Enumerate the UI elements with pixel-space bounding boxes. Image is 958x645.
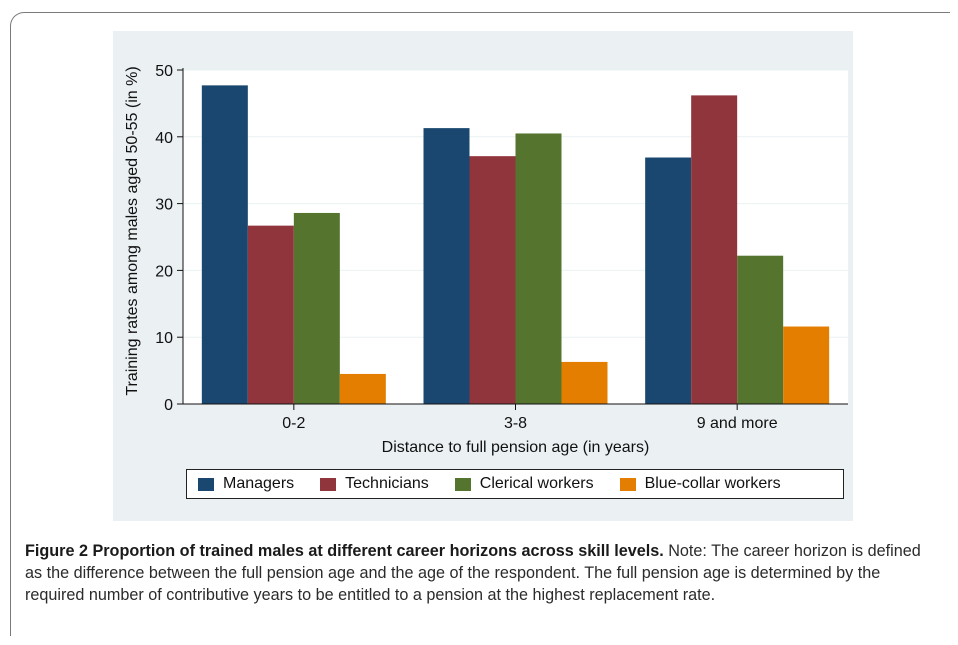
- legend-item-clerical-workers: Clerical workers: [454, 475, 594, 493]
- bar-technicians-3: [691, 95, 738, 404]
- bar-blue-collar-workers-3: [783, 326, 830, 404]
- figure-caption: Figure 2 Proportion of trained males at …: [25, 540, 935, 606]
- bar-managers-1: [201, 85, 248, 404]
- bar-technicians-1: [247, 225, 294, 404]
- y-tick-label-0: 0: [164, 397, 173, 414]
- chart-legend: Managers Technicians Clerical workers Bl…: [186, 469, 844, 499]
- legend-swatch-blue-collar-workers: [619, 477, 636, 491]
- y-tick-label-30: 30: [155, 197, 173, 214]
- legend-item-blue-collar-workers: Blue-collar workers: [619, 475, 781, 493]
- legend-label-clerical-workers: Clerical workers: [479, 475, 594, 492]
- caption-title: Figure 2 Proportion of trained males at …: [25, 542, 664, 560]
- figure-frame: [10, 12, 950, 636]
- y-tick-label-20: 20: [155, 263, 173, 280]
- y-axis-title: Training rates among males aged 50-55 (i…: [124, 66, 141, 395]
- legend-label-blue-collar-workers: Blue-collar workers: [644, 475, 781, 492]
- bar-clerical-workers-3: [737, 255, 784, 404]
- x-tick-label-3: 9 and more: [697, 415, 778, 432]
- caption-note: Note: The career horizon is defined as t…: [25, 542, 921, 604]
- bar-managers-3: [645, 157, 692, 404]
- bar-technicians-2: [469, 156, 516, 404]
- y-tick-label-50: 50: [155, 63, 173, 80]
- bar-blue-collar-workers-1: [339, 373, 386, 404]
- bar-clerical-workers-2: [515, 133, 562, 404]
- x-tick-label-2: 3-8: [504, 415, 527, 432]
- legend-label-technicians: Technicians: [345, 475, 429, 492]
- bar-managers-2: [423, 128, 470, 404]
- bar-clerical-workers-1: [293, 212, 340, 404]
- bar-blue-collar-workers-2: [561, 361, 608, 404]
- legend-swatch-managers: [198, 477, 214, 491]
- legend-label-managers: Managers: [223, 475, 295, 492]
- legend-swatch-clerical-workers: [454, 477, 471, 491]
- x-tick-label-1: 0-2: [282, 415, 305, 432]
- y-tick-label-40: 40: [155, 130, 173, 147]
- legend-swatch-technicians: [320, 477, 337, 491]
- y-tick-label-10: 10: [155, 330, 173, 347]
- legend-item-managers: Managers: [198, 475, 294, 493]
- legend-item-technicians: Technicians: [320, 475, 429, 493]
- x-axis-title: Distance to full pension age (in years): [382, 439, 650, 456]
